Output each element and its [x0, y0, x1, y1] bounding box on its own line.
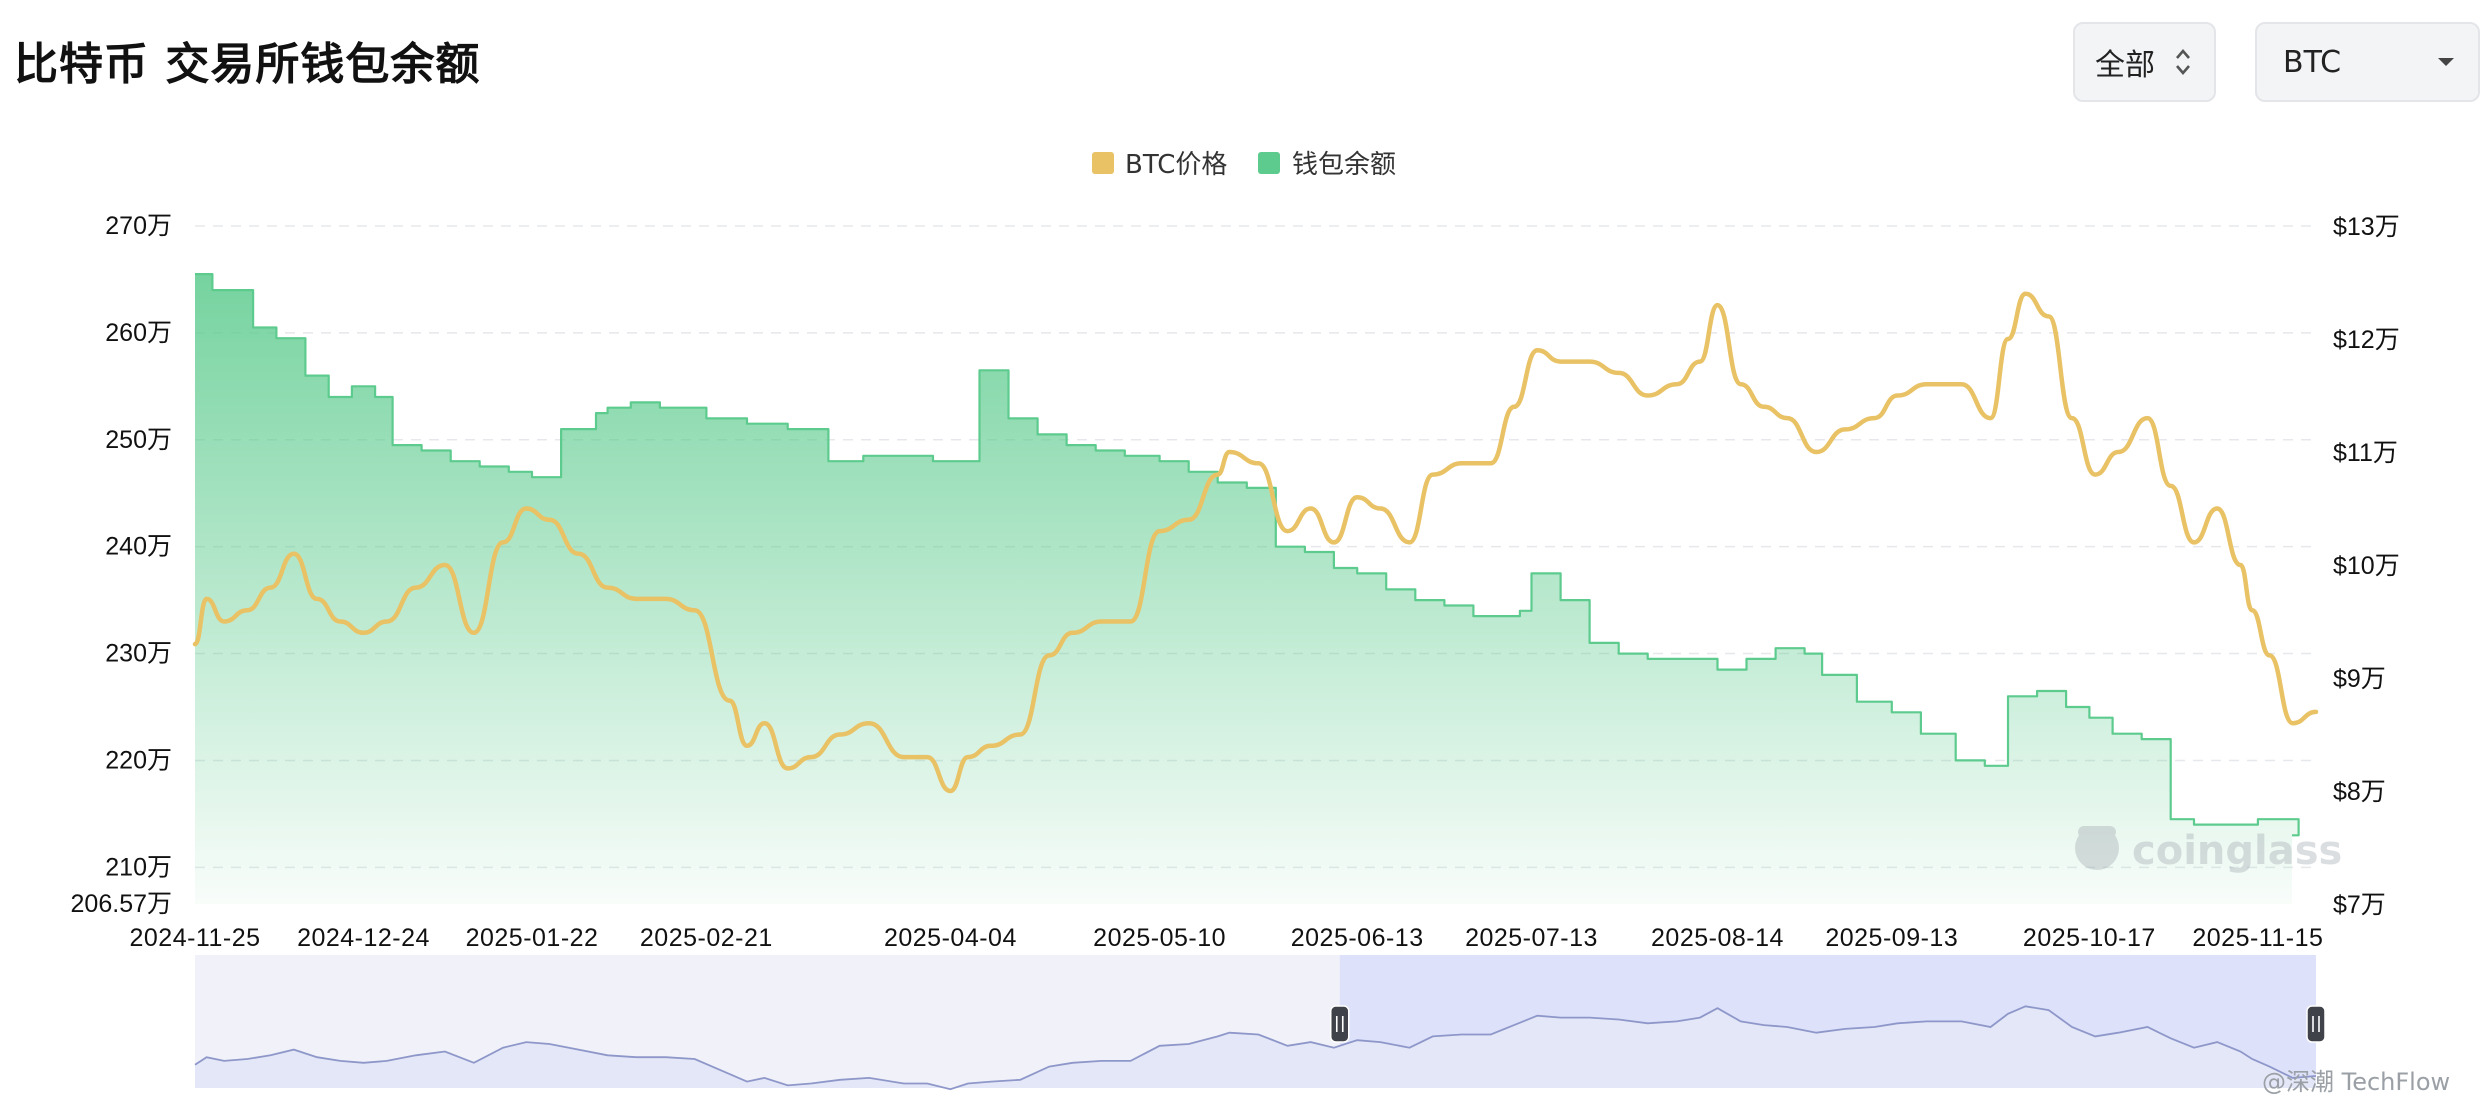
y-right-tick-label: $13万	[2333, 213, 2400, 241]
legend-balance-swatch	[1258, 152, 1280, 174]
balance-line	[195, 273, 2300, 837]
y-left-tick-label: 220万	[105, 746, 172, 774]
y-left-tick-label: 260万	[105, 319, 172, 347]
x-tick-label: 2025-06-13	[1291, 924, 1424, 952]
y-left-tick-label: 230万	[105, 640, 172, 668]
x-tick-label: 2025-01-22	[466, 924, 599, 952]
x-tick-label: 2025-08-14	[1651, 924, 1784, 952]
range-select[interactable]: 全部	[2073, 22, 2216, 102]
watermark-logo: coinglass	[2075, 826, 2342, 874]
caret-down-icon	[2436, 24, 2456, 100]
range-navigator	[194, 955, 2326, 1091]
asset-select-value: BTC	[2283, 44, 2342, 80]
x-tick-label: 2025-11-15	[2192, 924, 2323, 952]
y-left-tick-label: 250万	[105, 426, 172, 454]
legend-price-swatch	[1092, 152, 1114, 174]
y-right-tick-label: $8万	[2333, 778, 2386, 806]
range-select-value: 全部	[2095, 48, 2155, 83]
y-left-tick-label: 240万	[105, 533, 172, 561]
price-line	[192, 291, 2319, 794]
balance-area	[195, 274, 2299, 905]
asset-select[interactable]: BTC	[2255, 22, 2480, 102]
x-tick-label: 2025-04-04	[884, 924, 1017, 952]
y-right-tick-label: $7万	[2333, 891, 2386, 919]
watermark-icon	[2075, 826, 2119, 870]
navigator-line	[194, 1005, 2317, 1091]
page-title: 比特币 交易所钱包余额	[14, 39, 481, 90]
x-tick-label: 2025-05-10	[1093, 924, 1226, 952]
navigator-right-handle[interactable]	[2306, 1005, 2326, 1043]
updown-chevron-icon	[2174, 24, 2192, 100]
x-tick-label: 2025-07-13	[1465, 924, 1598, 952]
y-left-tick-label: 210万	[105, 853, 172, 881]
y-left-tick-label: 206.57万	[71, 890, 172, 918]
y-right-tick-label: $11万	[2333, 439, 2398, 467]
legend-price-label: BTC价格	[1125, 150, 1227, 180]
x-tick-label: 2025-02-21	[640, 924, 773, 952]
x-tick-label: 2025-10-17	[2023, 924, 2156, 952]
y-right-tick-label: $12万	[2333, 326, 2400, 354]
y-right-tick-label: $10万	[2333, 552, 2400, 580]
credit-text: @深潮 TechFlow	[2262, 1068, 2451, 1096]
y-left-tick-label: 270万	[105, 212, 172, 240]
watermark-text: coinglass	[2132, 828, 2342, 874]
watermark-icon-top	[2078, 826, 2116, 838]
x-tick-label: 2024-11-25	[129, 924, 260, 952]
x-tick-label: 2024-12-24	[297, 924, 430, 952]
legend-balance-label: 钱包余额	[1292, 150, 1396, 180]
x-tick-label: 2025-09-13	[1825, 924, 1958, 952]
y-right-tick-label: $9万	[2333, 665, 2386, 693]
navigator-left-handle[interactable]	[1330, 1005, 1350, 1043]
